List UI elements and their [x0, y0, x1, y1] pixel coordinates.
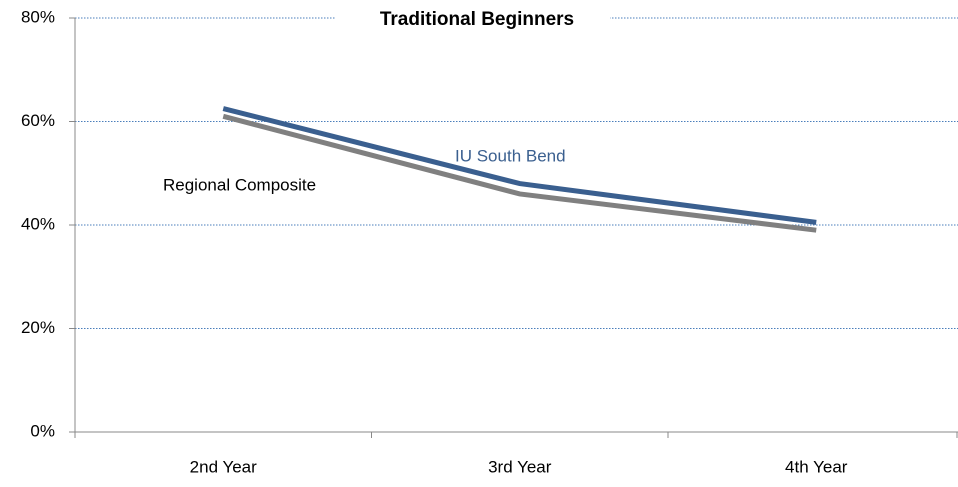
- y-tick-label: 60%: [21, 111, 55, 130]
- series-label: Regional Composite: [163, 175, 316, 194]
- chart-title: Traditional Beginners: [380, 9, 574, 30]
- x-tick-label: 2nd Year: [190, 457, 257, 476]
- y-tick-label: 0%: [30, 421, 55, 440]
- x-tick-label: 3rd Year: [488, 457, 552, 476]
- x-tick-label: 4th Year: [785, 457, 848, 476]
- series-line: [222, 106, 817, 225]
- y-tick-label: 40%: [21, 214, 55, 233]
- title-background: [335, 6, 610, 34]
- y-tick-label: 20%: [21, 318, 55, 337]
- series-line: [222, 113, 817, 233]
- series-label: IU South Bend: [455, 146, 566, 165]
- y-tick-label: 80%: [21, 7, 55, 26]
